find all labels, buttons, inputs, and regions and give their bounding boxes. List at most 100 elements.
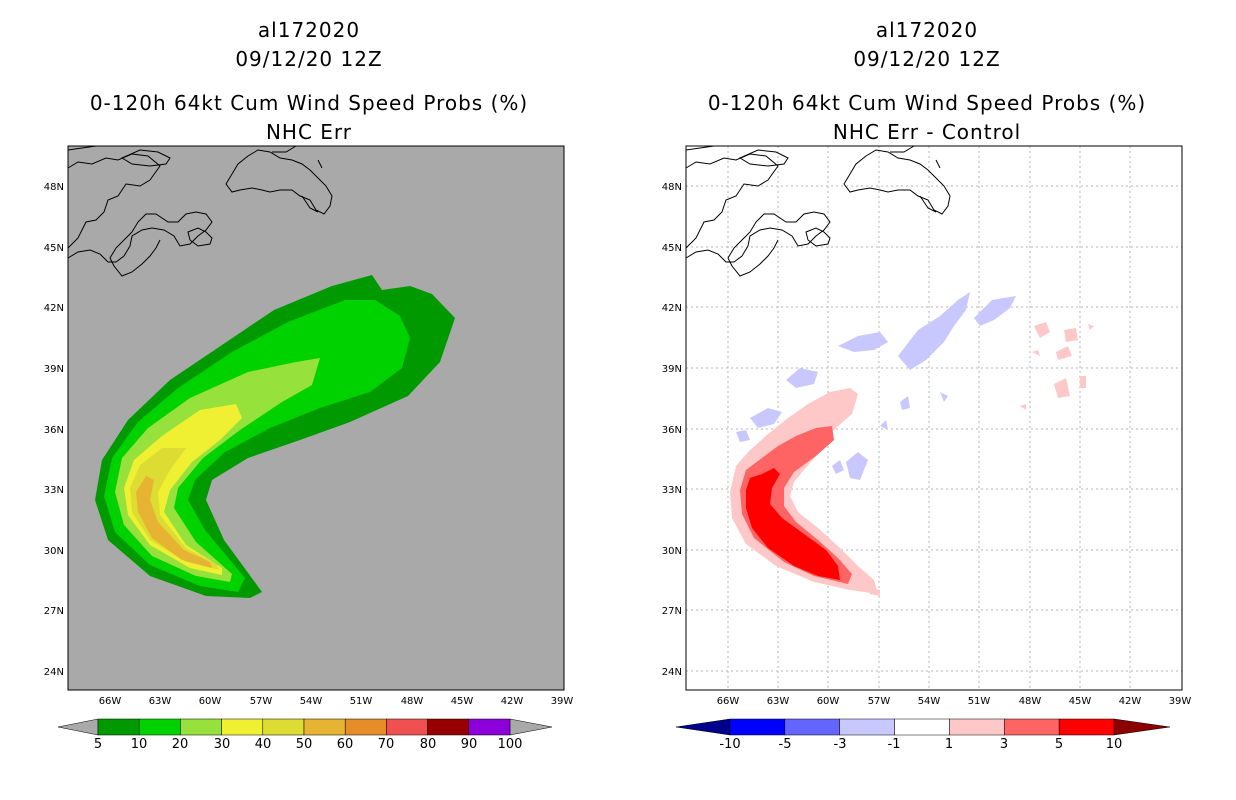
product-title: 0-120h 64kt Cum Wind Speed Probs (%) bbox=[89, 91, 529, 115]
colorbar-box bbox=[344, 718, 387, 736]
lat-label-36n: 36N bbox=[662, 425, 682, 436]
colorbar-box bbox=[97, 718, 140, 736]
colorbar-box bbox=[138, 718, 181, 736]
cbar-label: -5 bbox=[779, 737, 792, 752]
lon-label-60w: 60W bbox=[817, 696, 840, 707]
lon-label-51w: 51W bbox=[350, 696, 373, 707]
lon-label-63w: 63W bbox=[767, 696, 790, 707]
lon-label-48w: 48W bbox=[401, 696, 424, 707]
colorbar-box bbox=[386, 718, 428, 736]
colorbar: -10 -5 -3 -1 1 3 5 10 bbox=[675, 718, 1171, 752]
cbar-label: 10 bbox=[131, 737, 148, 752]
positive-swath-tail bbox=[868, 588, 880, 596]
storm-id-title: al172020 bbox=[875, 18, 979, 42]
colorbar-labels: -10 -5 -3 -1 1 3 5 10 bbox=[719, 737, 1122, 752]
probability-swath bbox=[95, 275, 455, 598]
lon-label-66w: 66W bbox=[717, 696, 740, 707]
positive-small-patches bbox=[1020, 322, 1094, 410]
lat-label-33n: 33N bbox=[44, 485, 64, 496]
cbar-label: -1 bbox=[888, 737, 901, 752]
datetime-title: 09/12/20 12Z bbox=[235, 47, 383, 71]
negative-patches bbox=[736, 292, 1016, 480]
lon-axis: 66W 63W 60W 57W 54W 51W 48W 45W 42W 39W bbox=[717, 696, 1192, 707]
cbar-label: 90 bbox=[461, 737, 478, 752]
colorbar-box bbox=[729, 718, 786, 736]
colorbar-labels: 5 10 20 30 40 50 60 70 80 90 100 bbox=[94, 737, 523, 752]
storm-id-title: al172020 bbox=[257, 18, 361, 42]
colorbar-high-arrow bbox=[1113, 718, 1171, 736]
lat-label-30n: 30N bbox=[662, 546, 682, 557]
cbar-label: 100 bbox=[498, 737, 523, 752]
lon-label-39w: 39W bbox=[551, 696, 574, 707]
datetime-title: 09/12/20 12Z bbox=[853, 47, 1001, 71]
lon-label-57w: 57W bbox=[250, 696, 273, 707]
lon-axis: 66W 63W 60W 57W 54W 51W 48W 45W 42W 39W bbox=[99, 696, 574, 707]
cbar-label: 5 bbox=[1055, 737, 1063, 752]
lon-label-60w: 60W bbox=[199, 696, 222, 707]
cbar-label: 3 bbox=[1000, 737, 1008, 752]
lon-label-63w: 63W bbox=[149, 696, 172, 707]
lon-label-42w: 42W bbox=[501, 696, 524, 707]
swath-40pct bbox=[130, 448, 220, 570]
cbar-label: -10 bbox=[719, 737, 740, 752]
panel-subtitle: NHC Err bbox=[265, 120, 353, 144]
right-panel: al172020 09/12/20 12Z 0-120h 64kt Cum Wi… bbox=[618, 0, 1236, 800]
colorbar-box bbox=[427, 718, 470, 736]
colorbar-low-arrow bbox=[675, 718, 731, 736]
cbar-label: 40 bbox=[255, 737, 272, 752]
lon-label-45w: 45W bbox=[1069, 696, 1092, 707]
cbar-label: -3 bbox=[834, 737, 847, 752]
lat-axis: 48N 45N 42N 39N 36N 33N 30N 27N 24N bbox=[662, 182, 682, 678]
lat-label-42n: 42N bbox=[662, 303, 682, 314]
lat-label-30n: 30N bbox=[44, 546, 64, 557]
lon-label-57w: 57W bbox=[868, 696, 891, 707]
difference-field bbox=[730, 292, 1094, 596]
left-panel: al172020 09/12/20 12Z 0-120h 64kt Cum Wi… bbox=[44, 18, 574, 752]
colorbar-box bbox=[839, 718, 895, 736]
map-frame bbox=[685, 145, 1183, 691]
colorbar-box bbox=[1004, 718, 1060, 736]
colorbar-low-arrow bbox=[57, 718, 99, 736]
lat-label-24n: 24N bbox=[662, 667, 682, 678]
cbar-label: 70 bbox=[378, 737, 395, 752]
colorbar-box bbox=[262, 718, 305, 736]
left-map-svg: 48N 45N 42N 39N 36N 33N 30N 27N 24N 66W … bbox=[44, 145, 574, 752]
colorbar-box bbox=[949, 718, 1005, 736]
cbar-label: 80 bbox=[420, 737, 437, 752]
colorbar: 5 10 20 30 40 50 60 70 80 90 100 bbox=[57, 718, 553, 752]
cbar-label: 50 bbox=[296, 737, 313, 752]
product-title: 0-120h 64kt Cum Wind Speed Probs (%) bbox=[707, 91, 1147, 115]
lat-label-45n: 45N bbox=[662, 243, 682, 254]
coastline bbox=[67, 145, 333, 277]
lon-label-51w: 51W bbox=[968, 696, 991, 707]
colorbar-box bbox=[894, 718, 950, 736]
lat-label-36n: 36N bbox=[44, 425, 64, 436]
lon-label-42w: 42W bbox=[1119, 696, 1142, 707]
lat-label-48n: 48N bbox=[44, 182, 64, 193]
cbar-label: 30 bbox=[214, 737, 231, 752]
colorbar-box bbox=[180, 718, 222, 736]
lat-label-33n: 33N bbox=[662, 485, 682, 496]
lat-label-27n: 27N bbox=[662, 606, 682, 617]
coastline bbox=[685, 145, 951, 277]
lat-label-42n: 42N bbox=[44, 303, 64, 314]
colorbar-box bbox=[468, 718, 511, 736]
lon-label-54w: 54W bbox=[300, 696, 323, 707]
cbar-label: 60 bbox=[337, 737, 354, 752]
panel-subtitle: NHC Err - Control bbox=[832, 120, 1022, 144]
lon-label-45w: 45W bbox=[451, 696, 474, 707]
lat-label-39n: 39N bbox=[662, 364, 682, 375]
lon-label-48w: 48W bbox=[1019, 696, 1042, 707]
cbar-label: 10 bbox=[1106, 737, 1123, 752]
colorbar-box bbox=[221, 718, 264, 736]
positive-swath-5 bbox=[746, 468, 840, 580]
lat-axis: 48N 45N 42N 39N 36N 33N 30N 27N 24N bbox=[44, 182, 64, 678]
cbar-label: 20 bbox=[172, 737, 189, 752]
lat-label-24n: 24N bbox=[44, 667, 64, 678]
colorbar-box bbox=[784, 718, 840, 736]
lon-label-54w: 54W bbox=[918, 696, 941, 707]
colorbar-boxes bbox=[729, 718, 1115, 736]
colorbar-box bbox=[1058, 718, 1115, 736]
map-frame bbox=[67, 145, 565, 691]
lon-label-66w: 66W bbox=[99, 696, 122, 707]
